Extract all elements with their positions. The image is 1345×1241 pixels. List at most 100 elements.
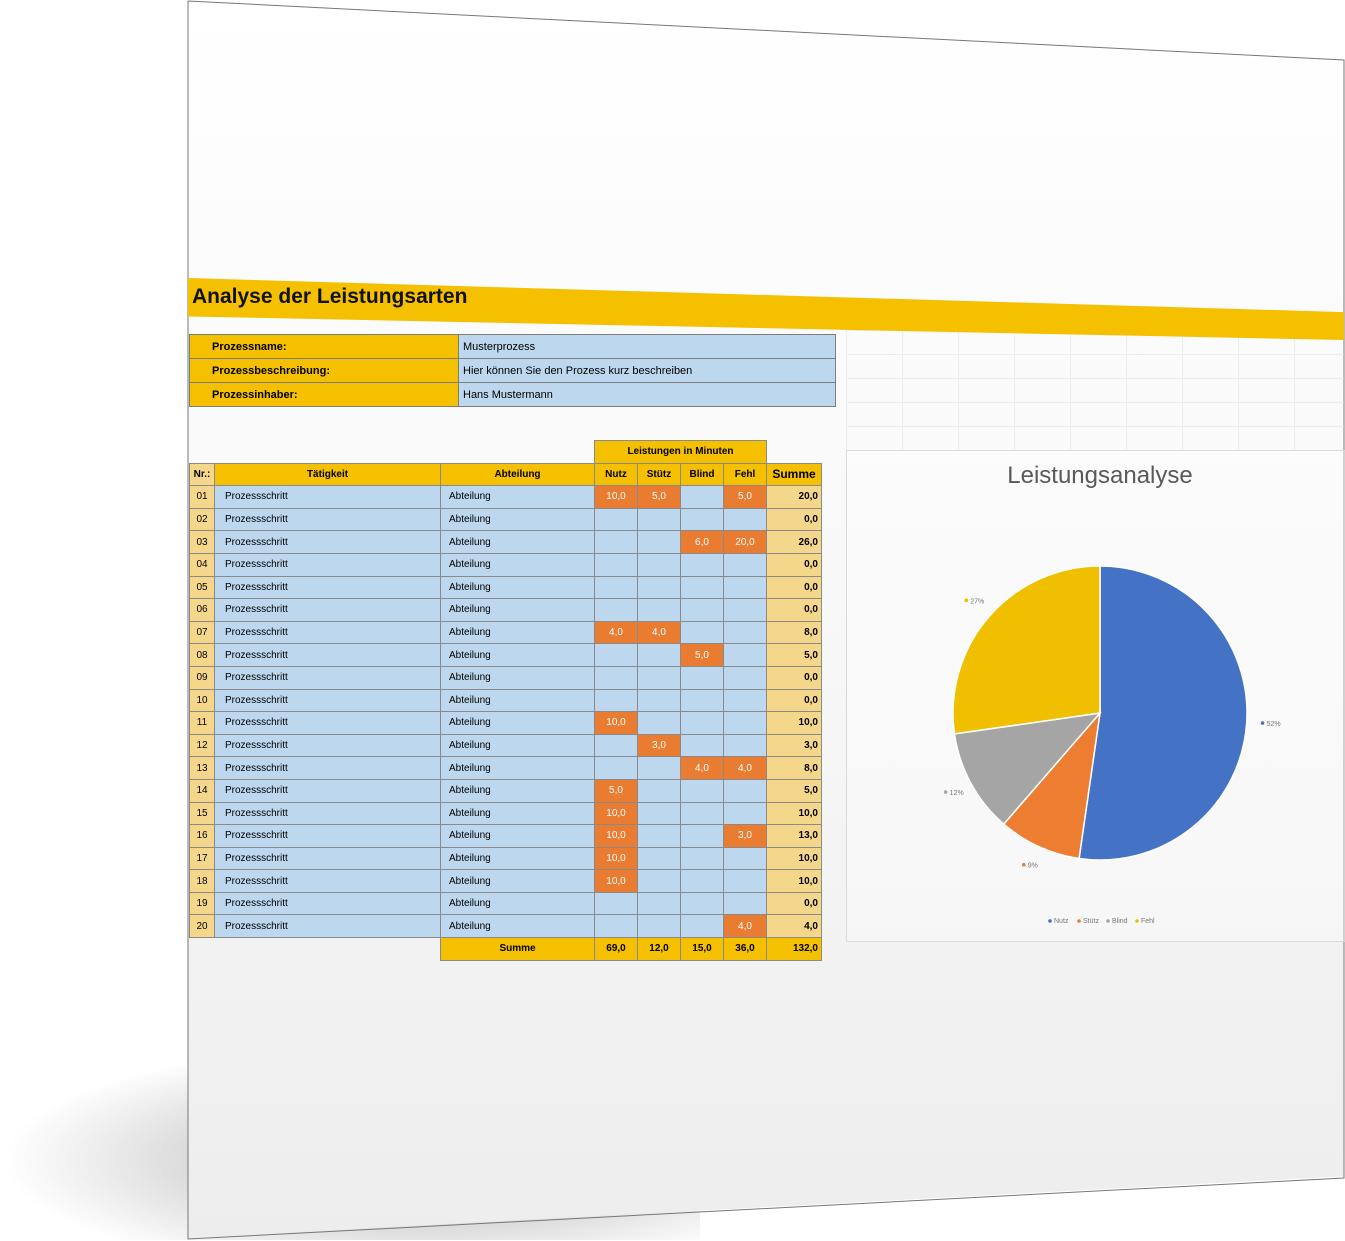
row-activity[interactable]: Prozessschritt bbox=[214, 914, 441, 939]
row-activity[interactable]: Prozessschritt bbox=[214, 711, 441, 735]
row-fehl[interactable] bbox=[723, 575, 767, 600]
row-fehl[interactable] bbox=[723, 552, 767, 577]
row-blind[interactable] bbox=[680, 914, 724, 939]
row-stuetz[interactable] bbox=[637, 711, 681, 735]
row-fehl[interactable] bbox=[723, 869, 767, 893]
info-value[interactable]: Musterprozess bbox=[458, 334, 836, 359]
row-nutz[interactable]: 10,0 bbox=[594, 801, 638, 826]
row-fehl[interactable] bbox=[723, 846, 767, 871]
row-stuetz[interactable] bbox=[637, 552, 681, 577]
row-nutz[interactable]: 10,0 bbox=[594, 485, 638, 509]
row-blind[interactable] bbox=[680, 891, 724, 916]
row-activity[interactable]: Prozessschritt bbox=[214, 846, 441, 871]
row-department[interactable]: Abteilung bbox=[440, 507, 595, 532]
row-blind[interactable] bbox=[680, 711, 724, 735]
row-blind[interactable]: 6,0 bbox=[680, 530, 724, 554]
row-department[interactable]: Abteilung bbox=[440, 756, 595, 780]
row-fehl[interactable] bbox=[723, 620, 767, 645]
row-nutz[interactable] bbox=[594, 530, 638, 554]
row-activity[interactable]: Prozessschritt bbox=[214, 575, 441, 600]
row-department[interactable]: Abteilung bbox=[440, 778, 595, 803]
row-department[interactable]: Abteilung bbox=[440, 801, 595, 826]
row-stuetz[interactable] bbox=[637, 914, 681, 939]
row-fehl[interactable]: 4,0 bbox=[723, 914, 767, 939]
row-nutz[interactable] bbox=[594, 575, 638, 600]
row-activity[interactable]: Prozessschritt bbox=[214, 620, 441, 645]
row-activity[interactable]: Prozessschritt bbox=[214, 688, 441, 713]
row-department[interactable]: Abteilung bbox=[440, 846, 595, 871]
row-nutz[interactable] bbox=[594, 733, 638, 758]
row-nutz[interactable] bbox=[594, 665, 638, 690]
row-fehl[interactable] bbox=[723, 643, 767, 667]
row-blind[interactable] bbox=[680, 485, 724, 509]
row-nutz[interactable]: 5,0 bbox=[594, 778, 638, 803]
row-fehl[interactable]: 5,0 bbox=[723, 485, 767, 509]
row-nutz[interactable] bbox=[594, 891, 638, 916]
row-blind[interactable]: 4,0 bbox=[680, 756, 724, 780]
row-blind[interactable]: 5,0 bbox=[680, 643, 724, 667]
row-activity[interactable]: Prozessschritt bbox=[214, 598, 441, 622]
row-fehl[interactable] bbox=[723, 778, 767, 803]
row-department[interactable]: Abteilung bbox=[440, 711, 595, 735]
row-activity[interactable]: Prozessschritt bbox=[214, 530, 441, 554]
row-nutz[interactable] bbox=[594, 552, 638, 577]
row-stuetz[interactable] bbox=[637, 643, 681, 667]
row-department[interactable]: Abteilung bbox=[440, 733, 595, 758]
row-activity[interactable]: Prozessschritt bbox=[214, 643, 441, 667]
row-fehl[interactable] bbox=[723, 733, 767, 758]
row-fehl[interactable] bbox=[723, 665, 767, 690]
row-department[interactable]: Abteilung bbox=[440, 643, 595, 667]
row-stuetz[interactable] bbox=[637, 778, 681, 803]
row-stuetz[interactable] bbox=[637, 756, 681, 780]
row-fehl[interactable] bbox=[723, 891, 767, 916]
row-nutz[interactable] bbox=[594, 688, 638, 713]
row-department[interactable]: Abteilung bbox=[440, 891, 595, 916]
row-fehl[interactable] bbox=[723, 598, 767, 622]
row-stuetz[interactable] bbox=[637, 575, 681, 600]
row-activity[interactable]: Prozessschritt bbox=[214, 891, 441, 916]
row-fehl[interactable]: 3,0 bbox=[723, 824, 767, 848]
row-stuetz[interactable] bbox=[637, 598, 681, 622]
row-stuetz[interactable] bbox=[637, 507, 681, 532]
row-nutz[interactable] bbox=[594, 643, 638, 667]
row-stuetz[interactable] bbox=[637, 530, 681, 554]
row-blind[interactable] bbox=[680, 846, 724, 871]
row-fehl[interactable] bbox=[723, 688, 767, 713]
row-department[interactable]: Abteilung bbox=[440, 552, 595, 577]
row-fehl[interactable]: 4,0 bbox=[723, 756, 767, 780]
row-fehl[interactable] bbox=[723, 711, 767, 735]
row-nutz[interactable] bbox=[594, 507, 638, 532]
row-nutz[interactable]: 10,0 bbox=[594, 711, 638, 735]
row-blind[interactable] bbox=[680, 665, 724, 690]
row-nutz[interactable] bbox=[594, 914, 638, 939]
row-blind[interactable] bbox=[680, 620, 724, 645]
row-blind[interactable] bbox=[680, 598, 724, 622]
row-activity[interactable]: Prozessschritt bbox=[214, 824, 441, 848]
row-stuetz[interactable]: 5,0 bbox=[637, 485, 681, 509]
row-department[interactable]: Abteilung bbox=[440, 665, 595, 690]
row-blind[interactable] bbox=[680, 507, 724, 532]
row-blind[interactable] bbox=[680, 869, 724, 893]
row-stuetz[interactable] bbox=[637, 846, 681, 871]
row-department[interactable]: Abteilung bbox=[440, 688, 595, 713]
row-activity[interactable]: Prozessschritt bbox=[214, 756, 441, 780]
row-stuetz[interactable]: 3,0 bbox=[637, 733, 681, 758]
row-department[interactable]: Abteilung bbox=[440, 485, 595, 509]
row-activity[interactable]: Prozessschritt bbox=[214, 733, 441, 758]
row-department[interactable]: Abteilung bbox=[440, 620, 595, 645]
row-blind[interactable] bbox=[680, 824, 724, 848]
row-blind[interactable] bbox=[680, 575, 724, 600]
row-activity[interactable]: Prozessschritt bbox=[214, 801, 441, 826]
info-value[interactable]: Hier können Sie den Prozess kurz beschre… bbox=[458, 358, 836, 383]
row-activity[interactable]: Prozessschritt bbox=[214, 778, 441, 803]
row-department[interactable]: Abteilung bbox=[440, 824, 595, 848]
info-value[interactable]: Hans Mustermann bbox=[458, 382, 836, 407]
row-fehl[interactable] bbox=[723, 507, 767, 532]
row-stuetz[interactable] bbox=[637, 891, 681, 916]
row-blind[interactable] bbox=[680, 733, 724, 758]
row-blind[interactable] bbox=[680, 688, 724, 713]
row-department[interactable]: Abteilung bbox=[440, 914, 595, 939]
row-stuetz[interactable] bbox=[637, 665, 681, 690]
row-blind[interactable] bbox=[680, 552, 724, 577]
row-department[interactable]: Abteilung bbox=[440, 530, 595, 554]
